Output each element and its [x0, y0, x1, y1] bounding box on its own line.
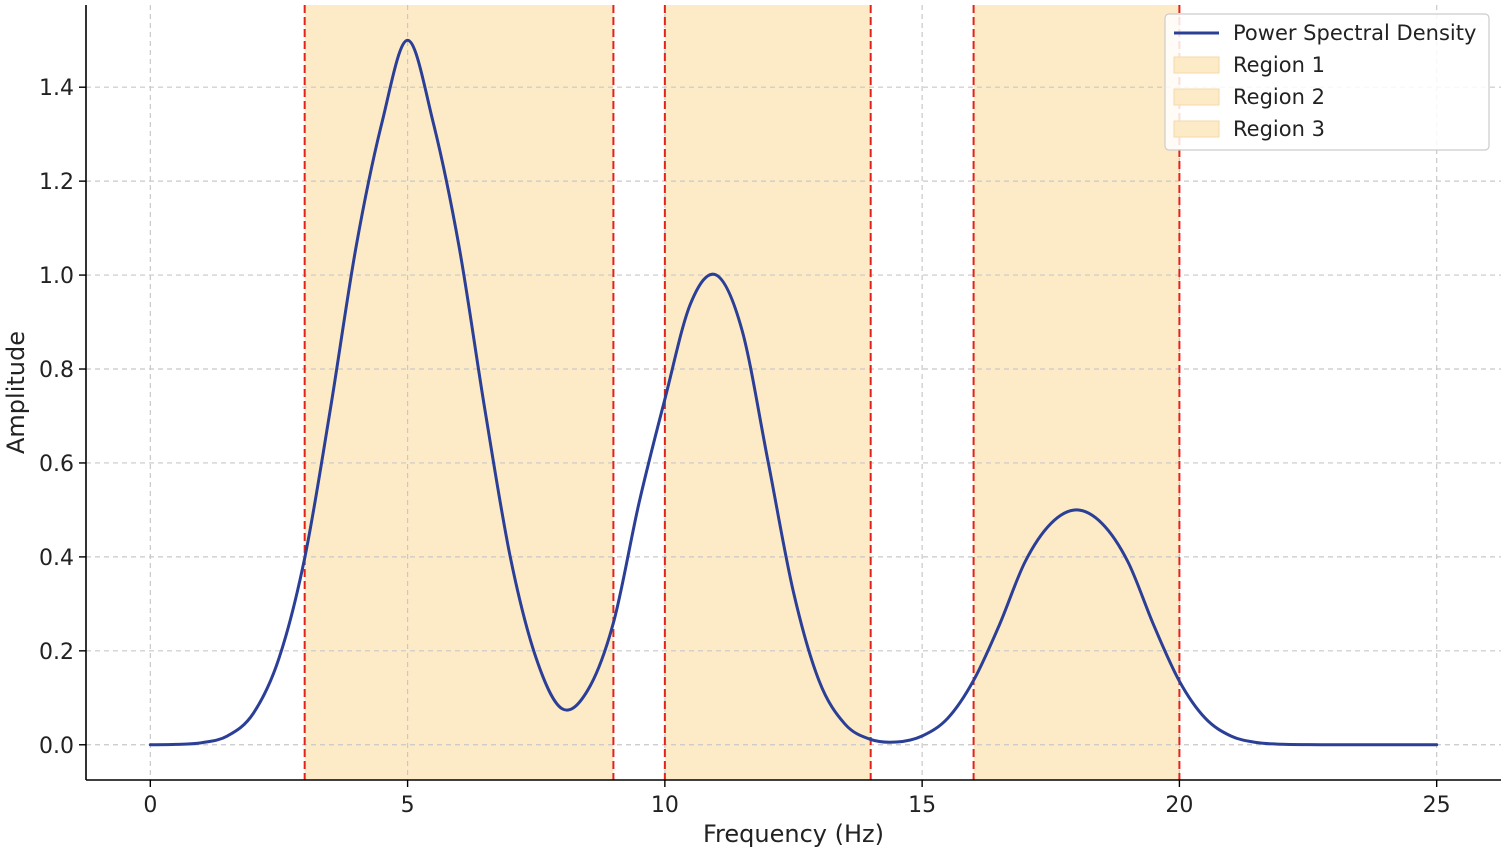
legend-label: Power Spectral Density — [1233, 21, 1476, 45]
y-tick-label: 0.6 — [39, 452, 74, 477]
series-line-psd — [148, 38, 1439, 747]
x-tick-label: 10 — [651, 793, 679, 818]
legend-label: Region 3 — [1233, 117, 1325, 141]
x-axis-title: Frequency (Hz) — [703, 820, 884, 848]
y-tick-label: 0.8 — [39, 358, 74, 383]
y-tick-label: 0.4 — [39, 546, 74, 571]
legend-swatch-patch — [1173, 88, 1220, 106]
legend-label: Region 1 — [1233, 53, 1325, 77]
series-layer — [148, 38, 1439, 747]
x-tick-label: 20 — [1165, 793, 1193, 818]
legend-box — [1164, 13, 1490, 151]
legend-swatch-patch — [1173, 120, 1220, 138]
y-tick-label: 1.4 — [39, 76, 74, 101]
y-tick-label: 0.0 — [39, 734, 74, 759]
region-boundary-layer — [303, 5, 1181, 780]
y-tick-label: 1.2 — [39, 170, 74, 195]
region-2-band — [664, 5, 871, 780]
x-tick-label: 0 — [143, 793, 157, 818]
ticks-layer: 0 5 10 15 20 25 0.0 0.2 0.4 0.6 0.8 1.0 1.2 1.4 — [39, 76, 1451, 818]
region-3-band — [973, 5, 1180, 780]
y-axis-title: Amplitude — [2, 331, 30, 454]
x-tick-label: 15 — [908, 793, 936, 818]
y-tick-label: 1.0 — [39, 264, 74, 289]
regions-layer — [304, 5, 1180, 780]
y-tick-label: 0.2 — [39, 640, 74, 665]
legend-label: Region 2 — [1233, 85, 1325, 109]
legend-swatch-patch — [1173, 56, 1220, 74]
x-tick-label: 25 — [1423, 793, 1451, 818]
legend: Power Spectral Density Region 1 Region 2 Re… — [1164, 13, 1490, 151]
region-1-band — [304, 5, 614, 780]
x-tick-label: 5 — [401, 793, 415, 818]
